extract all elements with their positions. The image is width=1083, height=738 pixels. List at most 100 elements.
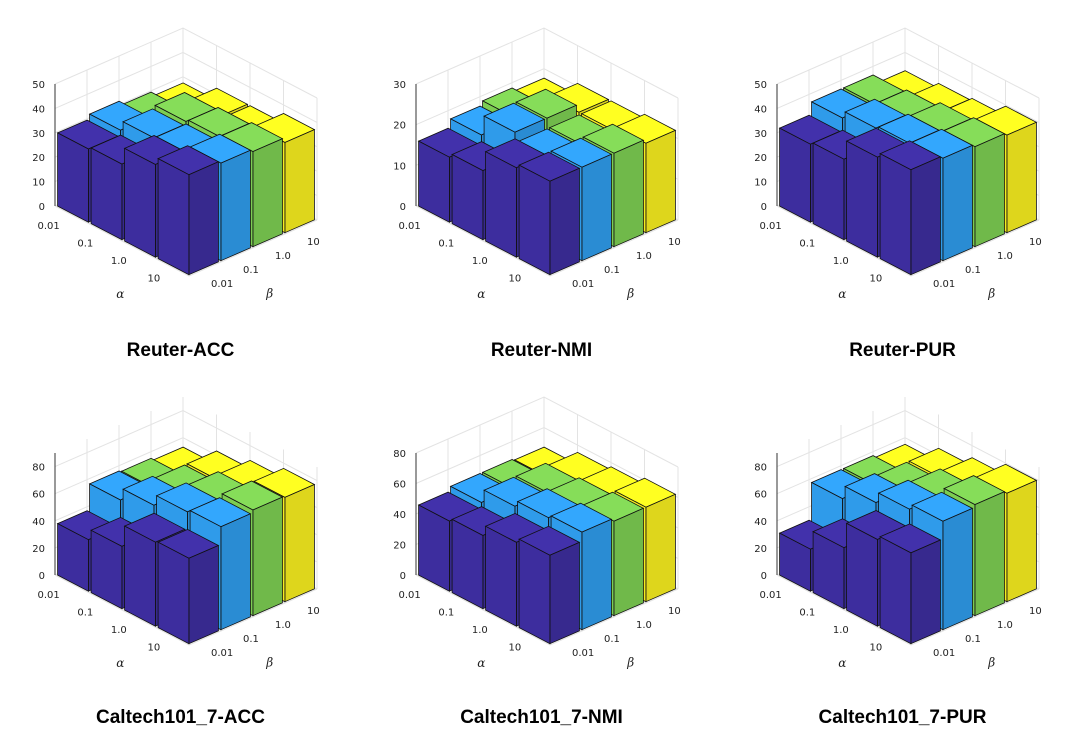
alpha-axis-label: α: [477, 656, 485, 670]
z-tick-label: 20: [754, 544, 767, 555]
beta-tick-label: 0.1: [243, 634, 259, 645]
bar: [157, 145, 220, 276]
z-tick-label: 10: [32, 178, 45, 189]
alpha-axis-label: α: [116, 287, 124, 301]
bar: [879, 140, 942, 276]
beta-tick-label: 1.0: [997, 620, 1013, 631]
z-tick-label: 40: [754, 517, 767, 528]
alpha-tick-label: 0.01: [759, 221, 781, 232]
beta-tick-label: 10: [1029, 237, 1042, 248]
beta-tick-label: 10: [307, 237, 320, 248]
bar: [879, 523, 942, 645]
z-tick-label: 40: [32, 517, 45, 528]
chart-caltech-nmi: 0 20 40 60 80 0.01 0.1 1.0 10 0.01 0.1 1.0 10 α β: [393, 396, 681, 670]
z-tick-label: 30: [393, 80, 406, 91]
z-tick-label: 50: [754, 80, 767, 91]
alpha-axis-label: α: [116, 656, 124, 670]
alpha-axis-label: α: [838, 287, 846, 301]
beta-axis-label: β: [265, 656, 273, 670]
alpha-axis-label: α: [838, 656, 846, 670]
alpha-tick-label: 1.0: [111, 625, 127, 636]
panel-caltech-acc: 0 20 40 60 80 0.01 0.1 1.0 10 0.01 0.1 1.0 10 α β Calt…: [0, 369, 361, 738]
alpha-tick-label: 10: [148, 642, 161, 653]
beta-tick-label: 10: [307, 606, 320, 617]
alpha-tick-label: 0.1: [438, 238, 454, 249]
alpha-tick-label: 0.1: [799, 607, 815, 618]
beta-axis-label: β: [265, 287, 273, 301]
z-tick-label: 40: [32, 104, 45, 115]
alpha-tick-label: 0.1: [77, 238, 93, 249]
chart-caltech-acc: 0 20 40 60 80 0.01 0.1 1.0 10 0.01 0.1 1.0 10 α β: [32, 397, 320, 670]
chart-title: Reuter-ACC: [126, 340, 235, 361]
alpha-tick-label: 10: [509, 273, 522, 284]
z-tick-label: 60: [754, 490, 767, 501]
bars: [778, 443, 1038, 645]
alpha-tick-label: 10: [870, 273, 883, 284]
z-tick-label: 0: [400, 202, 406, 213]
beta-tick-label: 0.01: [933, 648, 955, 659]
beta-tick-label: 10: [1029, 606, 1042, 617]
alpha-tick-label: 1.0: [833, 625, 849, 636]
alpha-tick-label: 0.01: [37, 221, 59, 232]
beta-tick-label: 10: [668, 606, 681, 617]
bar: [518, 525, 581, 645]
panel-reuter-nmi: 0 10 20 30 0.01 0.1 1.0 10 0.01 0.1 1.0 10 α β Reuter…: [361, 0, 722, 369]
bars: [778, 70, 1038, 276]
alpha-tick-label: 0.01: [37, 590, 59, 601]
alpha-tick-label: 1.0: [472, 256, 488, 267]
z-tick-label: 40: [754, 104, 767, 115]
panel-caltech-pur: 0 20 40 60 80 0.01 0.1 1.0 10 0.01 0.1 1.0 10 α β Calt…: [722, 369, 1083, 738]
z-tick-label: 40: [393, 510, 406, 521]
alpha-tick-label: 10: [870, 642, 883, 653]
alpha-tick-label: 1.0: [833, 256, 849, 267]
z-tick-label: 10: [754, 178, 767, 189]
beta-tick-label: 1.0: [275, 620, 291, 631]
panel-caltech-nmi: 0 20 40 60 80 0.01 0.1 1.0 10 0.01 0.1 1.0 10 α β Calt…: [361, 369, 722, 738]
alpha-tick-label: 0.01: [759, 590, 781, 601]
alpha-tick-label: 0.01: [398, 221, 420, 232]
beta-tick-label: 0.1: [965, 265, 981, 276]
panel-reuter-pur: 0 10 20 30 40 50 0.01 0.1 1.0 10 0.01 0.1 1.0 10 α β Re…: [722, 0, 1083, 369]
beta-axis-label: β: [626, 656, 634, 670]
z-tick-label: 30: [754, 129, 767, 140]
alpha-tick-label: 0.1: [438, 607, 454, 618]
bar: [518, 151, 581, 276]
beta-axis-label: β: [626, 287, 634, 301]
chart-caltech-pur: 0 20 40 60 80 0.01 0.1 1.0 10 0.01 0.1 1.0 10 α β: [754, 397, 1042, 670]
beta-tick-label: 0.1: [965, 634, 981, 645]
z-tick-label: 20: [32, 153, 45, 164]
beta-tick-label: 1.0: [636, 620, 652, 631]
z-tick-label: 10: [393, 161, 406, 172]
alpha-tick-label: 0.1: [799, 238, 815, 249]
bar: [157, 528, 220, 645]
alpha-axis-label: α: [477, 287, 485, 301]
bars: [56, 82, 316, 276]
z-tick-label: 0: [39, 571, 45, 582]
z-tick-label: 80: [393, 449, 406, 460]
alpha-tick-label: 1.0: [111, 256, 127, 267]
beta-tick-label: 1.0: [636, 251, 652, 262]
z-tick-label: 20: [754, 153, 767, 164]
beta-tick-label: 1.0: [997, 251, 1013, 262]
beta-tick-label: 10: [668, 237, 681, 248]
alpha-tick-label: 10: [509, 642, 522, 653]
bars: [417, 77, 677, 276]
chart-title: Caltech101_7-ACC: [96, 707, 265, 728]
z-tick-label: 20: [393, 121, 406, 132]
z-tick-label: 20: [393, 541, 406, 552]
chart-title: Reuter-PUR: [849, 340, 956, 361]
beta-axis-label: β: [987, 287, 995, 301]
z-tick-label: 80: [32, 463, 45, 474]
z-tick-label: 0: [39, 202, 45, 213]
beta-tick-label: 0.1: [604, 634, 620, 645]
alpha-tick-label: 1.0: [472, 625, 488, 636]
bars: [417, 446, 677, 645]
beta-tick-label: 0.01: [211, 648, 233, 659]
panel-reuter-acc: 0 10 20 30 40 50 0.01 0.1 1.0 10 0.01 0.1 1.0 10 α β Re…: [0, 0, 361, 369]
z-tick-label: 0: [400, 571, 406, 582]
alpha-tick-label: 0.1: [77, 607, 93, 618]
z-tick-label: 0: [761, 571, 767, 582]
z-tick-label: 80: [754, 463, 767, 474]
alpha-tick-label: 10: [148, 273, 161, 284]
beta-axis-label: β: [987, 656, 995, 670]
